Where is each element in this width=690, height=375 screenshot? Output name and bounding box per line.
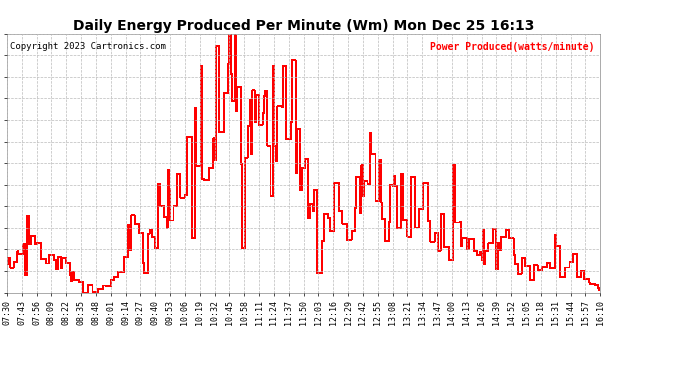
Title: Daily Energy Produced Per Minute (Wm) Mon Dec 25 16:13: Daily Energy Produced Per Minute (Wm) Mo…	[73, 19, 534, 33]
Text: Power Produced(watts/minute): Power Produced(watts/minute)	[430, 42, 594, 51]
Text: Copyright 2023 Cartronics.com: Copyright 2023 Cartronics.com	[10, 42, 166, 51]
